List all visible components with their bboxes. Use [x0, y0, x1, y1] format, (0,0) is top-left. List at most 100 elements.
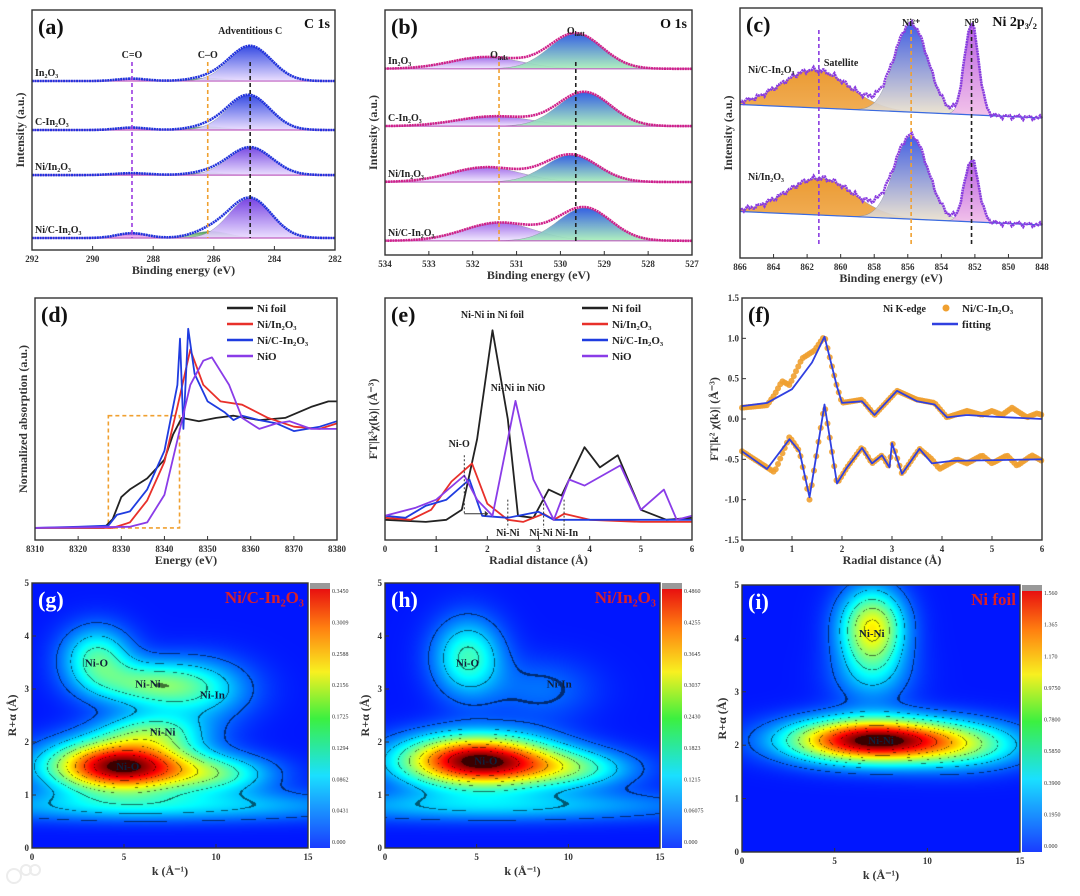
envelope-line — [384, 153, 692, 184]
x-tick-label: 8360 — [242, 544, 261, 554]
sample-label: Ni/In₂O₃ — [388, 169, 424, 180]
x-tick-label: 6 — [690, 544, 695, 554]
x-tick-label: 290 — [86, 254, 100, 264]
spectrum: Ni/C-In₂O₃ — [32, 196, 335, 240]
sample-name: Ni foil — [971, 590, 1016, 609]
colorbar-tick-label: 0.1725 — [332, 715, 349, 721]
colorbar-tick-label: 0.1950 — [1044, 812, 1061, 818]
envelope-line — [385, 205, 692, 243]
plot-frame — [384, 9, 693, 256]
x-tick-label: 15 — [1016, 856, 1026, 866]
x-tick-label: 854 — [935, 262, 949, 272]
bond-label: Ni-In — [200, 689, 225, 701]
colorbar-tick-label: 1.170 — [1044, 654, 1058, 660]
watermark-shape — [29, 864, 41, 876]
x-tick-label: 8310 — [26, 544, 45, 554]
x-tick-label: 531 — [510, 259, 524, 269]
y-tick-label: -1.0 — [725, 495, 740, 505]
x-tick-label: 8380 — [328, 544, 347, 554]
x-tick-label: 864 — [767, 262, 781, 272]
data-point — [806, 496, 813, 503]
colorbar-tick-label: 0.1215 — [684, 777, 701, 783]
spectrum: Ni/C-In₂O₃ — [739, 19, 1044, 123]
panel-f: Ni/C-In₂O₃ fitting Ni K-edge 0 1 2 3 4 5 6 -1.5 -1.… — [707, 293, 1045, 567]
y-axis-label: Intensity (a.u.) — [366, 95, 380, 170]
panel-label: (a) — [38, 14, 64, 39]
x-tick-label: 852 — [968, 262, 982, 272]
envelope-line — [385, 31, 692, 71]
y-tick-label: 1 — [378, 790, 383, 800]
x-tick-label: 2 — [485, 544, 490, 554]
data-point — [1038, 411, 1045, 418]
y-tick-label: 1.5 — [728, 293, 740, 303]
colorbar-cap — [310, 583, 330, 589]
peak-annotation: Ni-In — [555, 528, 578, 539]
panel-d: Ni foil Ni/In₂O₃ Ni/C-In₂O₃ NiO 8310 8320 8330… — [16, 297, 347, 567]
colorbar — [662, 589, 682, 848]
sample-name: Ni/In₂O₃ — [595, 588, 656, 607]
legend-label: Ni/C-In₂O₃ — [257, 335, 309, 347]
panel-h: Ni-O Ni-In Ni-O Ni/In₂O₃ 0.4860 0.4255 0.3645 0… — [358, 578, 704, 878]
colorbar-tick-label: 0.000 — [1044, 844, 1058, 850]
x-axis-label: Binding energy (eV) — [487, 268, 590, 282]
x-tick-label: 4 — [940, 544, 945, 554]
x-tick-label: 5 — [990, 544, 995, 554]
y-axis-label: FT|k³χ(k)| (Å⁻³) — [366, 379, 380, 460]
colorbar-tick-label: 0.000 — [332, 840, 346, 846]
x-tick-label: 284 — [268, 254, 282, 264]
heatmap-i — [742, 585, 1020, 852]
legend-label: Ni/C-In₂O₃ — [962, 303, 1014, 315]
panel-title: Ni 2p₃/₂ — [992, 15, 1037, 30]
y-tick-label: 4 — [735, 633, 740, 643]
panel-label: (f) — [748, 302, 770, 327]
plot-frame — [31, 9, 336, 251]
y-tick-label: 5 — [735, 580, 740, 590]
x-tick-label: 850 — [1002, 262, 1016, 272]
x-tick-label: 5 — [122, 852, 127, 862]
colorbar — [310, 589, 330, 848]
peak-label-main: C–O — [198, 50, 218, 61]
peak-annotation: Ni-Ni — [529, 528, 553, 539]
peak-label-main: Ni²⁺ — [902, 18, 920, 29]
series-line — [384, 400, 693, 521]
envelope-line — [32, 93, 335, 132]
spectrum: Ni/In₂O₃ — [739, 130, 1044, 230]
colorbar-tick-label: 0.1294 — [332, 746, 349, 752]
panel-label: (h) — [391, 587, 418, 612]
panel-c: Ni/C-In₂O₃ Ni/In₂O₃ Satellite Ni²⁺ Ni⁰ 866 864… — [721, 7, 1049, 285]
x-tick-label: 530 — [554, 259, 568, 269]
watermark-logo — [6, 864, 41, 884]
peak-annotation: Ni-Ni in NiO — [491, 383, 546, 394]
x-tick-label: 3 — [536, 544, 541, 554]
peak-label: Ni²⁺ — [902, 18, 920, 29]
y-axis-label: R+α (Å) — [358, 695, 372, 737]
plot-frame — [739, 7, 1043, 259]
data-point — [777, 455, 784, 462]
sample-name: Ni/C-In₂O₃ — [225, 588, 304, 607]
spectrum: Ni/In₂O₃ — [384, 153, 693, 184]
colorbar-tick-label: 0.5850 — [1044, 749, 1061, 755]
panel-title: C 1s — [304, 17, 331, 32]
data-point — [772, 466, 779, 473]
x-tick-label: 0 — [740, 544, 745, 554]
colorbar-tick-label: 0.4255 — [684, 620, 701, 626]
y-tick-label: 3 — [378, 684, 383, 694]
edge-label: Ni K-edge — [883, 304, 927, 315]
x-tick-label: 8340 — [155, 544, 174, 554]
colorbar — [1022, 591, 1042, 852]
peak-label-main: O — [567, 26, 575, 37]
envelope-line — [385, 90, 692, 128]
sample-label: Ni/C-In₂O₃ — [748, 65, 795, 76]
y-tick-label: 4 — [378, 631, 383, 641]
x-tick-label: 860 — [834, 262, 848, 272]
panel-g: Ni-O Ni-Ni Ni-In Ni-Ni Ni-O Ni/C-In₂O₃ 0.3450 0… — [5, 578, 349, 878]
sample-label: Ni/C-In₂O₃ — [35, 225, 82, 236]
spectrum: In₂O₃ — [31, 44, 336, 83]
y-tick-label: 4 — [25, 631, 30, 641]
series-line — [35, 348, 338, 529]
x-tick-label: 8320 — [69, 544, 88, 554]
x-tick-label: 3 — [890, 544, 895, 554]
data-point — [793, 368, 799, 375]
